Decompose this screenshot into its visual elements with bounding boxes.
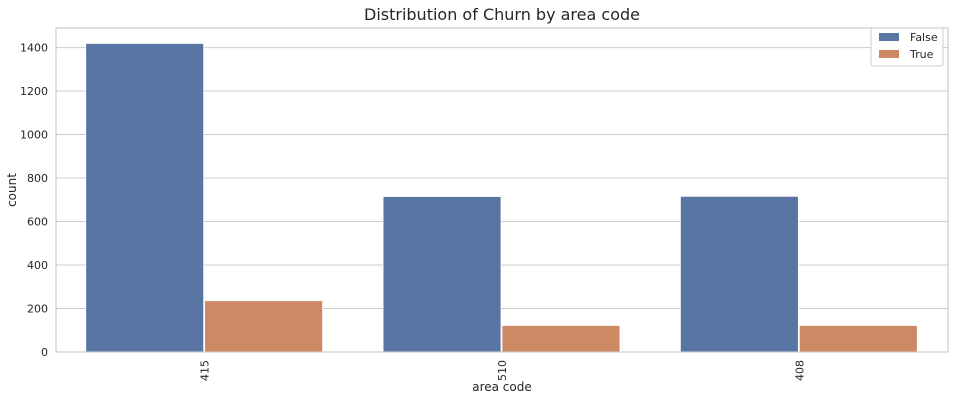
bar-false-415 <box>85 43 205 353</box>
x-tick-label: 408 <box>793 360 806 381</box>
y-tick-label: 400 <box>27 259 48 272</box>
plot-frame <box>55 27 949 353</box>
y-tick-label: 600 <box>27 216 48 229</box>
x-tick-label: 415 <box>199 360 212 381</box>
bar-false-408 <box>680 195 799 353</box>
x-axis-label: area code <box>472 380 532 394</box>
y-axis-label: count <box>5 173 19 207</box>
bar-true-408 <box>798 325 918 353</box>
legend: False True <box>870 27 944 67</box>
y-tick-label: 1200 <box>20 85 48 98</box>
x-tick-label: 510 <box>496 360 509 381</box>
legend-swatch-false <box>879 33 899 41</box>
chart-title: Distribution of Churn by area code <box>364 5 640 24</box>
y-tick-label: 200 <box>27 303 48 316</box>
x-tick-labels: 415 510 408 <box>199 360 807 381</box>
legend-swatch-true <box>879 50 899 58</box>
y-tick-label: 1400 <box>20 42 48 55</box>
bars <box>85 43 918 353</box>
y-tick-label: 800 <box>27 172 48 185</box>
bar-true-415 <box>204 300 324 353</box>
y-tick-labels: 0 200 400 600 800 1000 1200 1400 <box>20 42 48 359</box>
bar-false-510 <box>382 196 502 353</box>
legend-label-false: False <box>910 31 938 44</box>
bar-true-510 <box>501 325 621 353</box>
y-tick-label: 0 <box>41 346 48 359</box>
y-tick-label: 1000 <box>20 129 48 142</box>
legend-label-true: True <box>909 48 934 61</box>
